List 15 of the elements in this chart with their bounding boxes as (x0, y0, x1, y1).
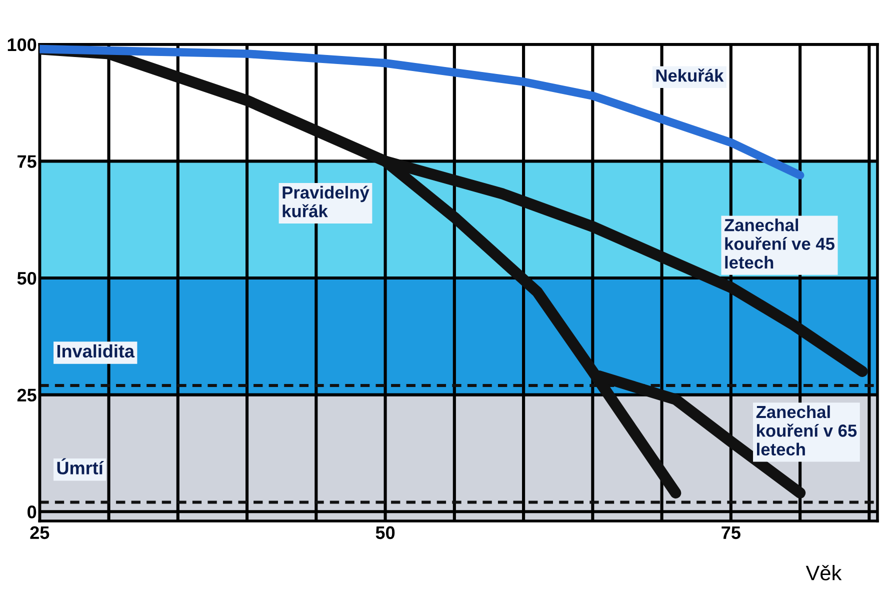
x-tick-label: 50 (376, 526, 395, 540)
y-tick-label: 0 (28, 506, 36, 518)
ref-line-label: Invalidita (57, 344, 135, 358)
y-tick-label: 25 (17, 388, 36, 402)
series-label: Zanechal kouření v 65 letech (756, 405, 857, 456)
series-label: Zanechal kouření ve 45 letech (724, 218, 834, 269)
x-tick-label: 75 (722, 526, 740, 540)
y-tick-label: 75 (18, 155, 36, 168)
x-tick-label: 25 (30, 526, 50, 540)
ref-line-label: Úmrtí (57, 458, 104, 474)
series-label: Pravidelný kuřák (282, 186, 370, 218)
y-tick-label: 100 (8, 38, 36, 52)
x-axis-title: Věk (806, 564, 842, 580)
series-label: Nekuřák (656, 68, 724, 82)
y-tick-label: 50 (17, 272, 36, 285)
